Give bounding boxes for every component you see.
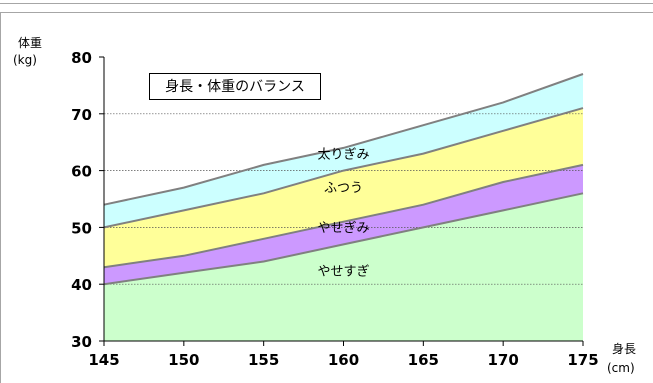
band-area-yasesugi: [104, 193, 583, 341]
y-tick-label-40: 40: [71, 276, 92, 294]
boundary-line-upper: [103, 107, 584, 229]
y-axis-label: 体重: [18, 36, 42, 50]
band-label-futsuu: ふつう: [324, 181, 363, 196]
boundary-line-top: [103, 73, 584, 206]
x-axis-unit: (cm): [607, 361, 635, 375]
y-tick-label-80: 80: [71, 49, 92, 67]
x-tick-label-170: 170: [488, 351, 519, 369]
gridlines: [104, 113, 583, 285]
band-label-yasegimi: やせぎみ: [317, 221, 369, 236]
x-tick-label-145: 145: [88, 351, 119, 369]
x-tick-label-155: 155: [248, 351, 279, 369]
y-axis-unit: (kg): [13, 53, 37, 67]
y-tick-label-60: 60: [71, 163, 92, 181]
boundary-line-middle: [103, 163, 584, 269]
band-area-futorigimi: [104, 74, 583, 228]
band-area-yasegimi: [104, 164, 583, 285]
y-tick-label-70: 70: [71, 106, 92, 124]
y-tick-label-30: 30: [71, 333, 92, 351]
band-labels: やせすぎ やせぎみ ふつう 太りぎみ: [317, 148, 369, 280]
boundary-lines: [103, 73, 584, 286]
boundary-line-lower: [103, 192, 584, 286]
band-label-futorigimi: 太りぎみ: [317, 148, 369, 163]
axes: 30 40 50 60 70 80 145 150 155 160 165 170 175: [71, 49, 599, 369]
plot-area: [104, 74, 583, 341]
band-area-futsuu: [104, 108, 583, 268]
chart-title: 身長・体重のバランス: [165, 79, 305, 95]
x-tick-label-165: 165: [408, 351, 439, 369]
chart-title-box: [149, 73, 321, 100]
x-tick-label-175: 175: [567, 351, 598, 369]
y-tick-label-50: 50: [71, 219, 92, 237]
x-axis-label: 身長: [612, 341, 636, 356]
x-tick-label-160: 160: [328, 351, 359, 369]
band-label-yasesugi: やせすぎ: [317, 265, 369, 280]
x-tick-label-150: 150: [168, 351, 199, 369]
